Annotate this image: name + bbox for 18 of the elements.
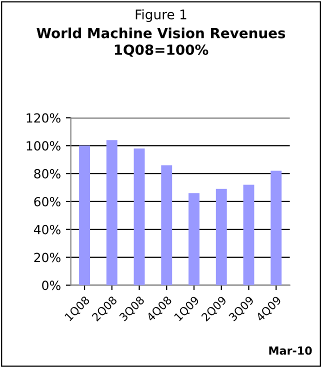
bar bbox=[134, 148, 145, 286]
y-tick-label: 120% bbox=[26, 113, 60, 123]
y-tick-label: 0% bbox=[42, 280, 60, 290]
bar bbox=[243, 184, 254, 286]
bar bbox=[106, 140, 118, 286]
y-tick-label: 20% bbox=[34, 252, 60, 262]
text: Mar-10 bbox=[269, 346, 312, 355]
bar bbox=[216, 188, 227, 286]
bar bbox=[79, 146, 90, 286]
chart-subtitle: Figure 1 bbox=[136, 9, 186, 22]
y-tick-label: 40% bbox=[34, 224, 60, 234]
bar bbox=[270, 170, 282, 286]
chart-title: World Machine Vision Revenues 1Q08=100% bbox=[36, 28, 286, 57]
y-tick-label: 100% bbox=[26, 141, 60, 151]
y-tick-label: 60% bbox=[34, 196, 60, 206]
bar bbox=[188, 193, 200, 286]
y-tick-label: 80% bbox=[34, 169, 60, 178]
bar bbox=[161, 165, 172, 286]
